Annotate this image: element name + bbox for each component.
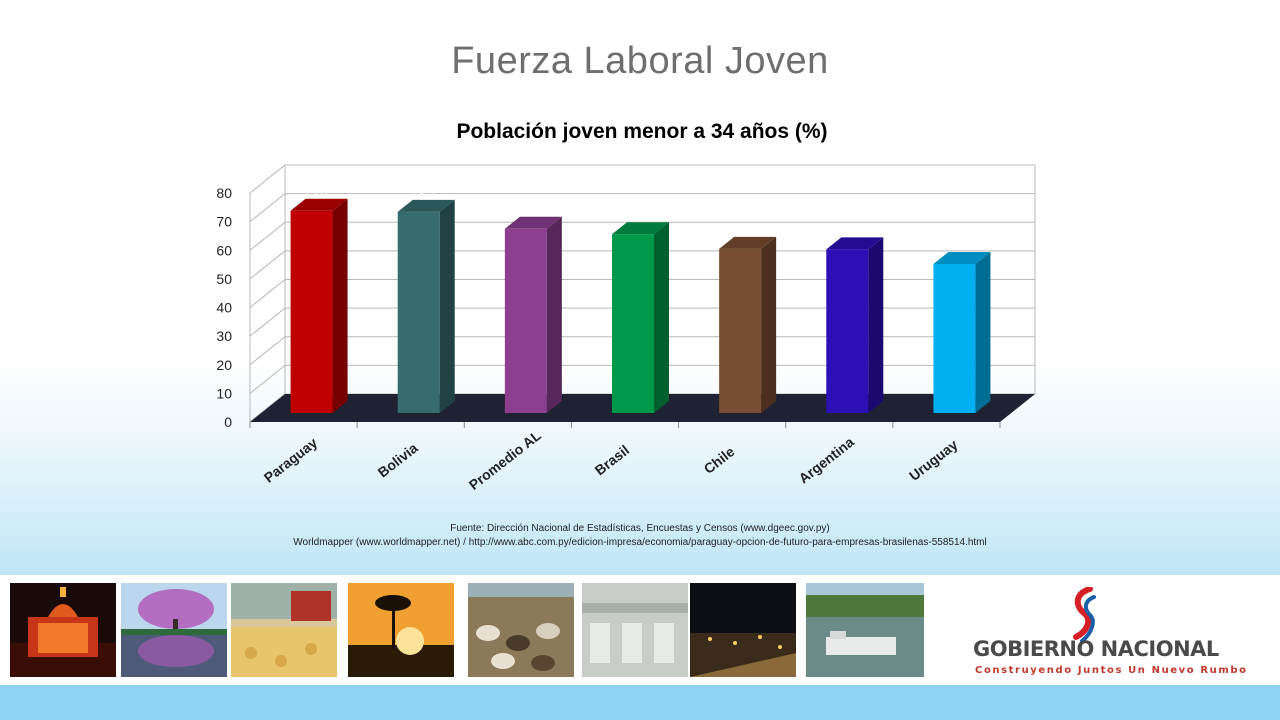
- bottom-band: [0, 685, 1280, 720]
- soy-harvest-photo: [231, 583, 337, 677]
- bar-top: [933, 251, 991, 264]
- bar-side: [761, 236, 777, 413]
- photo-strip: GOBIERNO NACIONAL Construyendo Juntos Un…: [0, 575, 1280, 685]
- bar-value-label: 55.2: [946, 238, 971, 253]
- bar-top: [612, 222, 669, 235]
- x-tick-label: Paraguay: [261, 434, 321, 486]
- y-tick-label: 40: [216, 300, 232, 316]
- gridline-depth: [249, 164, 286, 194]
- gobierno-nacional-logo: GOBIERNO NACIONAL Construyendo Juntos Un…: [965, 587, 1246, 677]
- source-line-1: Fuente: Dirección Nacional de Estadístic…: [450, 523, 830, 534]
- bar-side: [546, 216, 562, 413]
- bar-side: [654, 222, 669, 413]
- x-tick-label: Promedio AL: [466, 427, 544, 493]
- bar: [933, 263, 976, 413]
- bar: [826, 249, 869, 413]
- gridline-depth: [249, 307, 286, 337]
- gridline-depth: [249, 336, 286, 366]
- bar-side: [868, 237, 884, 413]
- slide-title: Fuerza Laboral Joven: [451, 40, 829, 82]
- x-tick-label: Chile: [701, 443, 738, 477]
- palace-night-photo: [10, 583, 116, 677]
- river-barge-photo: [806, 583, 924, 677]
- bar-top: [719, 236, 777, 249]
- chart-title: Población joven menor a 34 años (%): [456, 120, 827, 143]
- lapacho-tree-photo: [121, 583, 227, 677]
- gridline-depth: [249, 221, 286, 251]
- gridline-depth: [249, 364, 286, 394]
- logo-mark-icon: [1073, 587, 1096, 643]
- bar-side: [439, 199, 455, 413]
- bar-value-label: 60.3: [839, 223, 864, 238]
- source-line-2: Worldmapper (www.worldmapper.net) / http…: [293, 537, 987, 548]
- y-tick-label: 80: [216, 185, 232, 201]
- x-tick-label: Bolivia: [375, 439, 421, 480]
- x-tick-label: Uruguay: [906, 436, 961, 484]
- logo-tagline: Construyendo Juntos Un Nuevo Rumbo: [975, 665, 1248, 676]
- bar-value-label: 73.8: [303, 185, 328, 200]
- bar: [612, 234, 654, 413]
- bar: [397, 211, 440, 413]
- y-tick-label: 0: [224, 414, 232, 430]
- gridline-depth: [249, 250, 286, 280]
- night-city-photo: [690, 583, 796, 677]
- x-tick-label: Brasil: [592, 442, 633, 479]
- bar-value-label: 67.5: [517, 203, 542, 218]
- y-tick-label: 20: [216, 357, 232, 373]
- bar-side: [332, 198, 348, 413]
- y-tick-label: 50: [216, 271, 232, 287]
- bar-value-label: 73.4: [410, 186, 435, 201]
- cattle-herd-photo: [468, 583, 574, 677]
- y-tick-label: 10: [216, 385, 232, 401]
- bar-value-label: 60.5: [731, 223, 756, 238]
- bar-top: [826, 237, 884, 250]
- y-tick-label: 70: [216, 214, 232, 230]
- bar-value-label: 65.6: [624, 208, 649, 223]
- bar: [719, 248, 762, 413]
- bar-top: [504, 216, 562, 229]
- factory-floor-photo: [582, 583, 688, 677]
- bar-top: [290, 198, 348, 211]
- logo-name: GOBIERNO NACIONAL: [973, 637, 1219, 661]
- y-tick-label: 30: [216, 328, 232, 344]
- x-tick-label: Argentina: [796, 434, 858, 487]
- y-tick-label: 60: [216, 242, 232, 258]
- bar-side: [975, 251, 991, 413]
- gridline-depth: [249, 279, 286, 308]
- bar: [504, 228, 547, 413]
- gridline-depth: [249, 193, 286, 223]
- bar-top: [397, 199, 455, 212]
- bar: [290, 210, 333, 413]
- palm-sunset-photo: [348, 583, 454, 677]
- bar-chart: Población joven menor a 34 años (%) 0 10 2…: [0, 100, 1280, 520]
- chart-svg: Población joven menor a 34 años (%) 0 10 2…: [216, 120, 1036, 493]
